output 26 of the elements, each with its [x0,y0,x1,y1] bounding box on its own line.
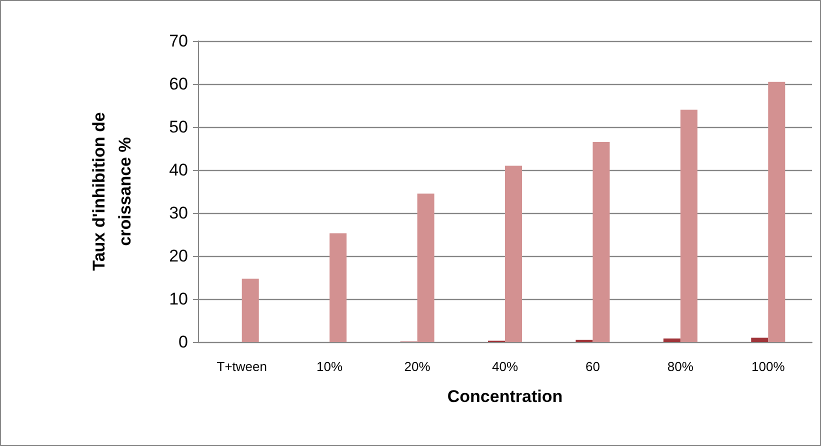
bar [592,142,610,342]
bar [680,110,698,342]
x-axis-title: Concentration [447,387,563,406]
x-tick-label: T+tween [216,359,267,374]
y-tick-label: 40 [169,160,188,180]
x-tick-label: 100% [752,359,786,374]
bar [242,278,259,342]
bar [417,194,434,342]
x-tick-label: 20% [404,359,431,374]
y-tick-label: 0 [178,332,188,352]
y-tick-label: 70 [169,32,188,50]
bar [751,338,768,342]
bar [505,166,522,342]
bar [330,233,347,342]
bar [663,338,680,342]
x-tick-label: 60 [585,359,600,374]
y-tick-label: 20 [169,246,188,266]
x-tick-label: 10% [316,359,344,374]
y-tick-label: 30 [169,204,188,222]
y-tick-label: 10 [169,290,188,308]
y-tick-label: 60 [169,74,188,94]
bar [768,82,786,342]
x-tick-label: 80% [667,359,694,374]
x-tick-label: 40% [492,359,518,374]
y-axis-title: Taux d'inhibition de croissance % [90,112,134,271]
y-tick-label: 50 [169,118,188,136]
